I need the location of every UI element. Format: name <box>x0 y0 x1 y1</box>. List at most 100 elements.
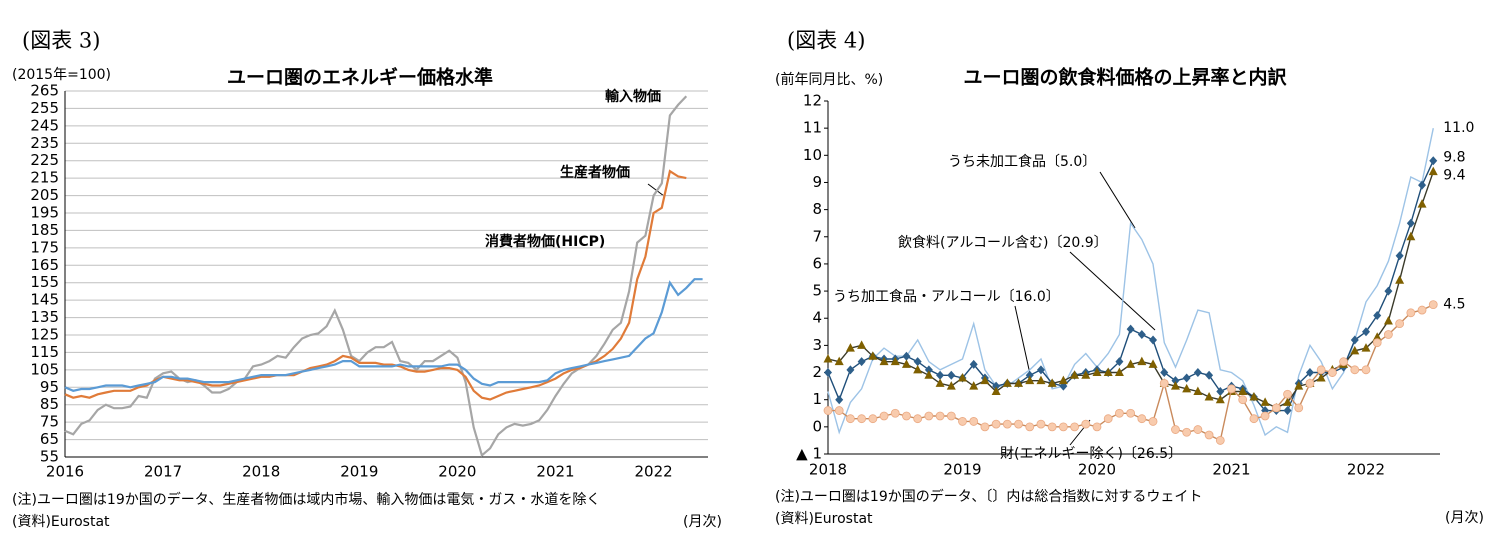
marker <box>1103 367 1113 377</box>
marker <box>1160 368 1169 378</box>
y-tick-label: 0 <box>812 417 822 435</box>
marker <box>823 406 833 415</box>
x-tick-label: 2019 <box>943 461 981 479</box>
y-tick-label: 7 <box>812 227 822 245</box>
leader-line <box>1069 251 1156 331</box>
marker <box>935 411 945 421</box>
series-label: 財(エネルギー除く)〔26.5〕 <box>1000 446 1182 462</box>
marker <box>1036 375 1046 385</box>
y-tick-label: 215 <box>30 169 59 187</box>
note: (注)ユーロ圏は19か国のデータ、生産者物価は域内市場、輸入物価は電気・ガス・水… <box>12 491 600 508</box>
marker <box>924 370 934 379</box>
marker <box>879 356 889 366</box>
marker <box>1271 403 1281 413</box>
y-tick-label: 5 <box>812 282 822 300</box>
marker <box>1002 419 1012 429</box>
y-tick-label: 12 <box>803 92 822 110</box>
marker <box>1362 327 1370 337</box>
x-tick-label: 2016 <box>46 463 84 481</box>
series-label: 飲食料(アルコール含む)〔20.9〕 <box>898 234 1108 251</box>
marker <box>834 356 844 366</box>
marker <box>1215 394 1225 404</box>
marker <box>1417 199 1427 208</box>
marker <box>924 365 933 375</box>
y-tick-label: 265 <box>30 82 59 100</box>
y-tick-label: 115 <box>30 343 59 361</box>
marker <box>1092 367 1102 377</box>
marker <box>1115 357 1124 367</box>
series-label: うち未加工食品〔5.0〕 <box>948 153 1096 170</box>
marker <box>1149 335 1158 345</box>
marker <box>1227 384 1236 394</box>
y-tick-label: 165 <box>30 256 59 274</box>
marker <box>1283 406 1292 416</box>
marker <box>1395 275 1405 284</box>
y-tick-label: 9 <box>812 173 822 191</box>
marker <box>857 340 867 349</box>
unit-label: (2015年=100) <box>12 67 111 83</box>
marker <box>1137 356 1147 366</box>
marker <box>913 357 922 367</box>
marker <box>969 359 978 369</box>
marker <box>1014 378 1024 387</box>
marker <box>1283 397 1293 406</box>
marker <box>835 395 844 405</box>
note: (資料)Eurostat <box>775 511 873 527</box>
x-tick-label: 2022 <box>635 463 673 481</box>
marker <box>1070 422 1079 432</box>
x-tick-label: 2020 <box>1078 461 1116 479</box>
y-tick-label: 1 <box>812 390 822 408</box>
series-line <box>64 169 687 401</box>
y-tick-label: 135 <box>30 308 59 326</box>
marker <box>1092 422 1102 432</box>
marker <box>1126 324 1135 334</box>
marker <box>1339 357 1348 367</box>
y-tick-label: 145 <box>30 291 59 309</box>
marker <box>1418 180 1427 190</box>
x-tick-label: 2022 <box>1347 461 1385 479</box>
marker <box>857 357 866 367</box>
note: (注)ユーロ圏は19か国のデータ、〔〕内は総合指数に対するウェイト <box>775 488 1202 505</box>
y-tick-label: 95 <box>40 378 59 396</box>
marker <box>1384 330 1393 339</box>
marker <box>1036 419 1046 429</box>
marker <box>1204 391 1214 401</box>
marker <box>823 353 833 363</box>
y-tick-label: 65 <box>40 430 59 448</box>
y-tick-label: 6 <box>812 254 822 272</box>
data-label: 9.4 <box>1443 168 1465 184</box>
chart-title: ユーロ圏の飲食料価格の上昇率と内訳 <box>963 66 1287 89</box>
marker <box>846 365 855 375</box>
marker <box>1372 338 1382 348</box>
marker <box>958 417 967 426</box>
marker <box>1126 359 1136 368</box>
marker <box>980 375 990 385</box>
marker <box>1305 378 1315 388</box>
marker <box>936 370 945 380</box>
y-tick-label: 125 <box>30 326 59 344</box>
marker <box>1395 319 1405 329</box>
marker <box>1406 231 1416 241</box>
marker <box>1081 419 1091 429</box>
leader-line <box>647 183 665 197</box>
data-label: 11.0 <box>1443 120 1474 136</box>
x-tick-label: 2020 <box>438 463 476 481</box>
y-tick-label: 2 <box>812 363 822 381</box>
marker <box>857 414 867 424</box>
marker <box>946 411 956 421</box>
x-unit: (月次) <box>1445 510 1484 526</box>
series-label: 生産者物価 <box>560 164 630 181</box>
marker <box>1417 305 1427 315</box>
y-tick-label: 85 <box>40 395 59 413</box>
marker <box>913 364 923 374</box>
marker <box>1025 370 1034 380</box>
unit-label: (前年同月比、%) <box>775 71 883 88</box>
marker <box>1171 376 1180 386</box>
marker <box>969 381 979 390</box>
marker <box>1182 373 1191 383</box>
marker <box>1193 386 1203 396</box>
figure-label: (図表 3) <box>22 29 100 53</box>
marker <box>1126 408 1136 418</box>
y-tick-label: 225 <box>30 151 59 169</box>
marker <box>846 414 855 424</box>
